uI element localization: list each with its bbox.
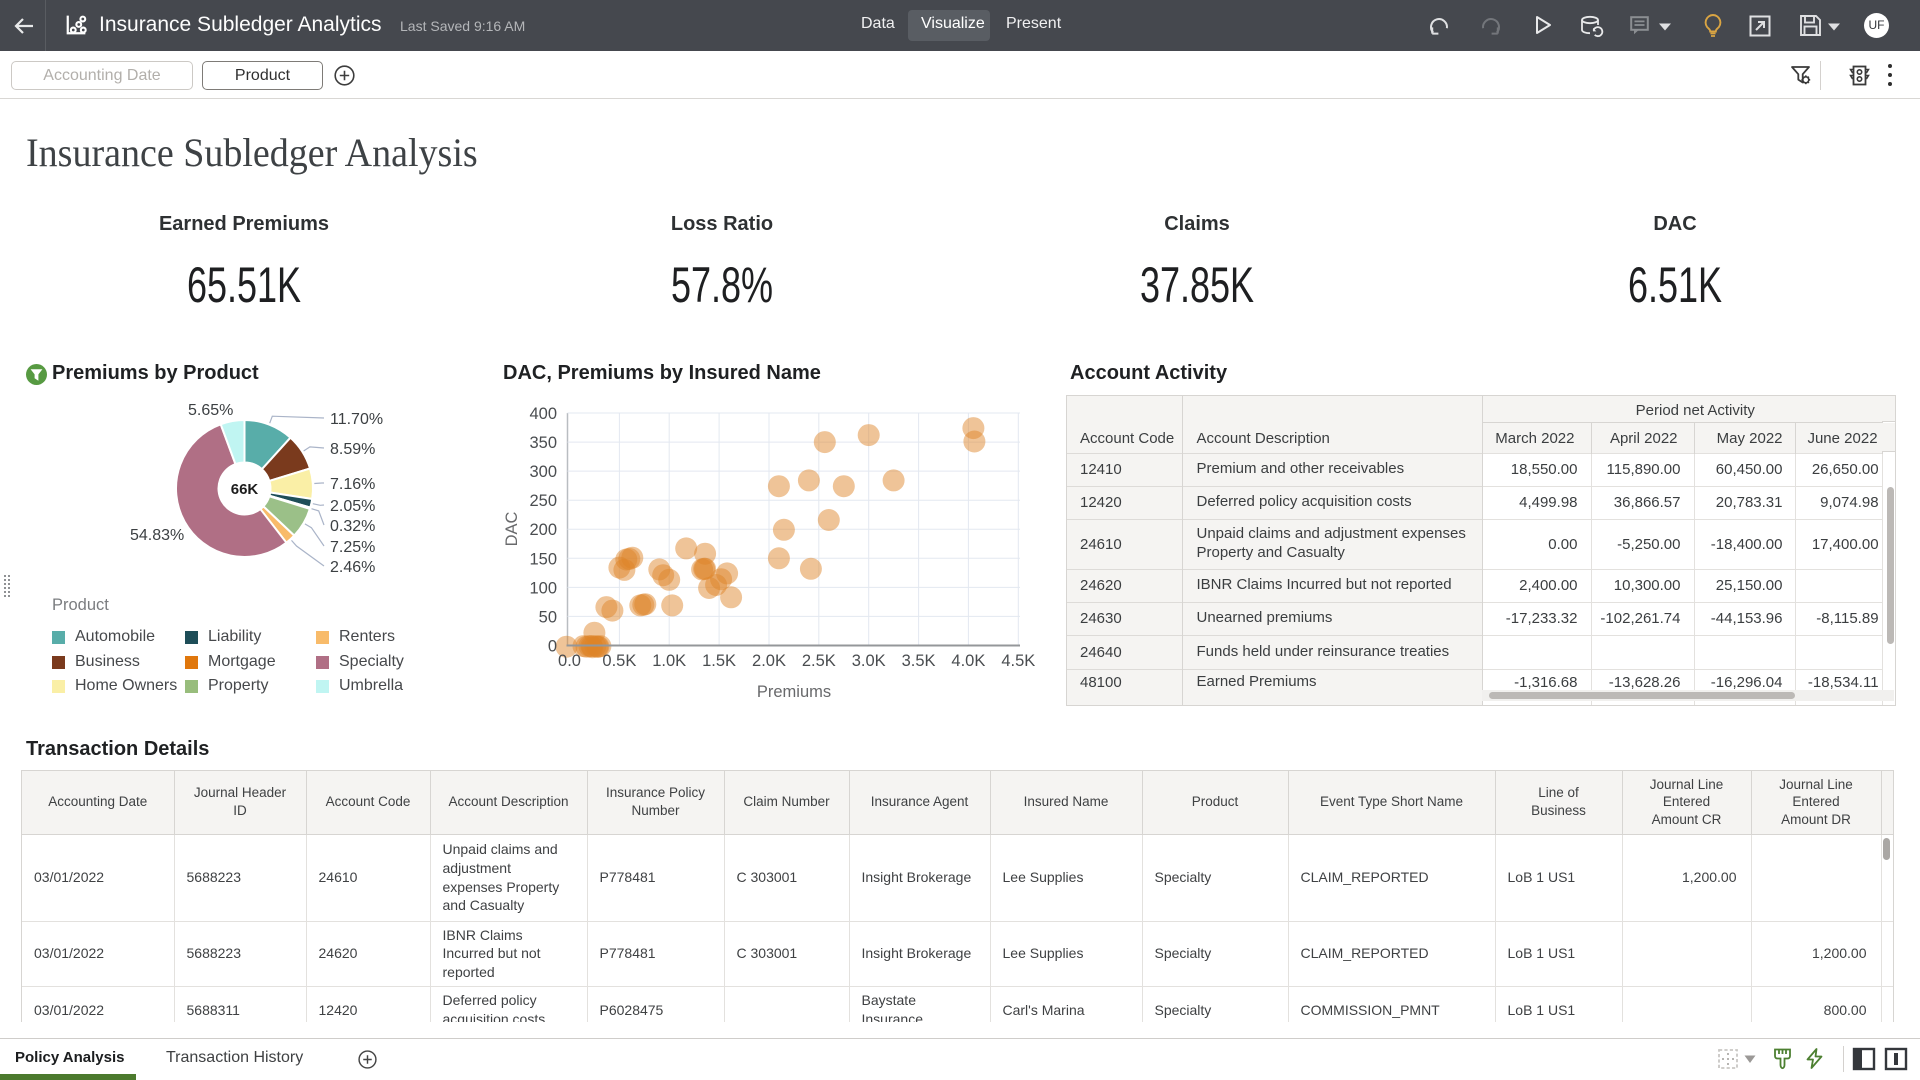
svg-text:350: 350 bbox=[529, 434, 557, 452]
svg-text:0.0: 0.0 bbox=[558, 652, 581, 670]
svg-text:4.5K: 4.5K bbox=[1001, 652, 1035, 670]
svg-text:54.83%: 54.83% bbox=[130, 527, 184, 544]
svg-text:DAC: DAC bbox=[503, 512, 521, 547]
svg-text:66K: 66K bbox=[231, 481, 259, 498]
svg-text:100: 100 bbox=[529, 579, 557, 597]
svg-text:300: 300 bbox=[529, 463, 557, 481]
svg-text:2.5K: 2.5K bbox=[802, 652, 836, 670]
svg-text:3.5K: 3.5K bbox=[902, 652, 936, 670]
svg-text:50: 50 bbox=[539, 608, 557, 626]
svg-text:7.16%: 7.16% bbox=[330, 476, 375, 493]
svg-text:200: 200 bbox=[529, 521, 557, 539]
svg-text:1.0K: 1.0K bbox=[652, 652, 686, 670]
svg-text:8.59%: 8.59% bbox=[330, 441, 375, 458]
svg-text:0.5K: 0.5K bbox=[602, 652, 636, 670]
svg-text:7.25%: 7.25% bbox=[330, 539, 375, 556]
svg-text:0.32%: 0.32% bbox=[330, 518, 375, 535]
svg-text:5.65%: 5.65% bbox=[188, 402, 233, 419]
svg-text:0: 0 bbox=[548, 638, 557, 656]
svg-text:2.46%: 2.46% bbox=[330, 559, 375, 576]
svg-text:2.0K: 2.0K bbox=[752, 652, 786, 670]
svg-text:2.05%: 2.05% bbox=[330, 498, 375, 515]
svg-text:3.0K: 3.0K bbox=[852, 652, 886, 670]
svg-text:Premiums: Premiums bbox=[757, 683, 831, 701]
svg-text:11.70%: 11.70% bbox=[330, 411, 383, 428]
svg-text:150: 150 bbox=[529, 550, 557, 568]
svg-text:250: 250 bbox=[529, 492, 557, 510]
svg-text:4.0K: 4.0K bbox=[951, 652, 985, 670]
svg-text:1.5K: 1.5K bbox=[702, 652, 736, 670]
svg-text:400: 400 bbox=[529, 405, 557, 423]
